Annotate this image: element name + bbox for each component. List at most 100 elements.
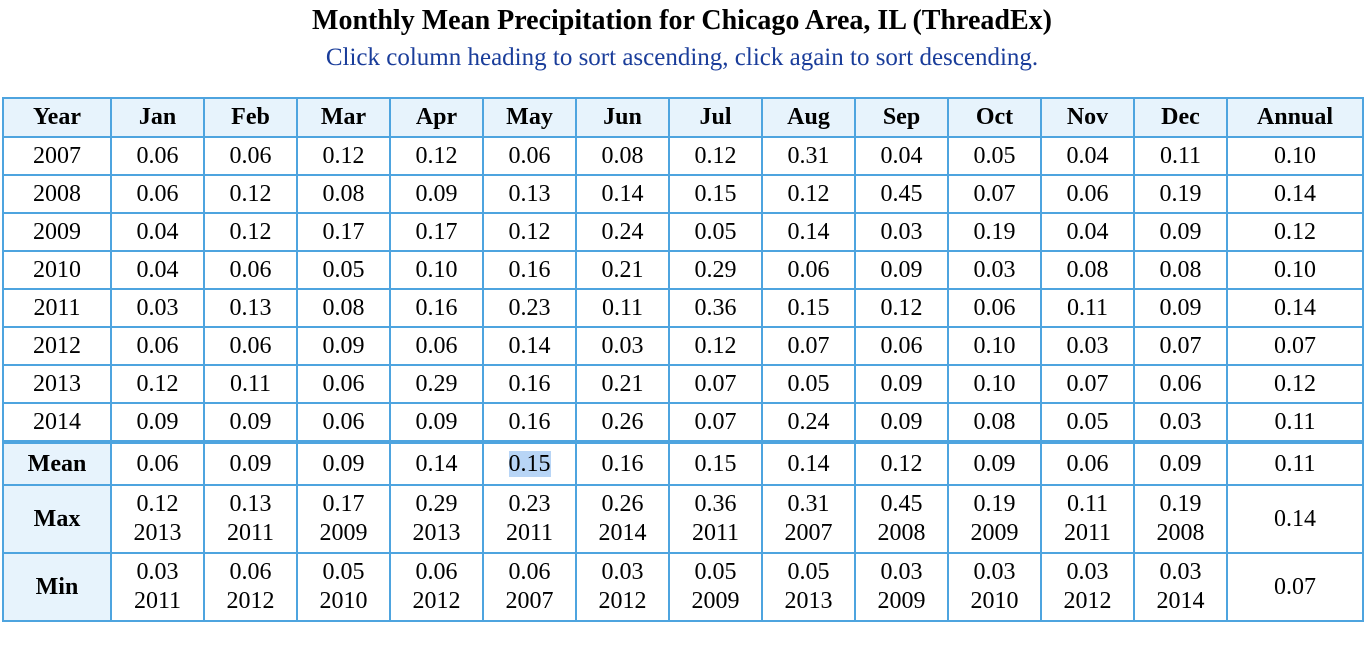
- min-year: 2012: [1063, 588, 1112, 614]
- min-year: 2010: [319, 588, 368, 614]
- max-cell-oct: 0.19 2009: [947, 484, 1042, 554]
- max-value: 0.26: [601, 491, 644, 517]
- column-header-jun[interactable]: Jun: [575, 97, 670, 138]
- max-cell-feb: 0.13 2011: [203, 484, 298, 554]
- table-cell-aug: 0.07: [761, 326, 856, 366]
- table-cell-apr: 0.09: [389, 402, 484, 443]
- table-row: 2014 0.09 0.09 0.06 0.09 0.16 0.26 0.07 0.24 0.09…: [2, 402, 1364, 443]
- table-cell-dec: 0.19: [1133, 174, 1228, 214]
- table-cell-aug: 0.05: [761, 364, 856, 404]
- min-cell-oct: 0.03 2010: [947, 552, 1042, 622]
- min-cell-annual: 0.07: [1226, 552, 1364, 622]
- table-cell-annual: 0.10: [1226, 136, 1364, 176]
- table-cell-nov: 0.04: [1040, 136, 1135, 176]
- column-header-sep[interactable]: Sep: [854, 97, 949, 138]
- max-year: 2011: [226, 520, 275, 546]
- mean-value: 0.15: [508, 450, 551, 477]
- table-cell-annual: 0.12: [1226, 212, 1364, 252]
- table-cell-jan: 0.12: [110, 364, 205, 404]
- column-header-annual[interactable]: Annual: [1226, 97, 1364, 138]
- column-header-apr[interactable]: Apr: [389, 97, 484, 138]
- table-cell-oct: 0.07: [947, 174, 1042, 214]
- max-value: 0.19: [973, 491, 1016, 517]
- table-cell-nov: 0.08: [1040, 250, 1135, 290]
- max-cell-dec: 0.19 2008: [1133, 484, 1228, 554]
- max-cell-nov: 0.11 2011: [1040, 484, 1135, 554]
- column-header-dec[interactable]: Dec: [1133, 97, 1228, 138]
- mean-cell-apr: 0.14: [389, 440, 484, 486]
- max-year: 2013: [412, 520, 461, 546]
- table-cell-aug: 0.14: [761, 212, 856, 252]
- min-cell-apr: 0.06 2012: [389, 552, 484, 622]
- table-cell-year: 2014: [2, 402, 112, 443]
- table-cell-apr: 0.10: [389, 250, 484, 290]
- table-cell-year: 2012: [2, 326, 112, 366]
- mean-cell-aug: 0.14: [761, 440, 856, 486]
- column-header-jan[interactable]: Jan: [110, 97, 205, 138]
- sort-instructions: Click column heading to sort ascending, …: [325, 44, 1039, 71]
- min-year: 2011: [133, 588, 182, 614]
- table-cell-aug: 0.31: [761, 136, 856, 176]
- column-header-nov[interactable]: Nov: [1040, 97, 1135, 138]
- table-cell-may: 0.16: [482, 364, 577, 404]
- table-cell-feb: 0.06: [203, 136, 298, 176]
- table-cell-mar: 0.05: [296, 250, 391, 290]
- precipitation-table: Year Jan Feb Mar Apr May Jun Jul Aug Sep Oct Nov Dec…: [2, 97, 1364, 622]
- table-cell-annual: 0.14: [1226, 288, 1364, 328]
- mean-cell-sep: 0.12: [854, 440, 949, 486]
- table-cell-feb: 0.11: [203, 364, 298, 404]
- max-cell-apr: 0.29 2013: [389, 484, 484, 554]
- max-cell-jan: 0.12 2013: [110, 484, 205, 554]
- table-cell-dec: 0.09: [1133, 212, 1228, 252]
- table-cell-may: 0.16: [482, 402, 577, 443]
- table-cell-annual: 0.10: [1226, 250, 1364, 290]
- min-value: 0.03: [973, 559, 1016, 585]
- max-year: 2007: [784, 520, 833, 546]
- mean-value: 0.16: [601, 450, 644, 477]
- table-cell-may: 0.16: [482, 250, 577, 290]
- table-cell-dec: 0.11: [1133, 136, 1228, 176]
- min-cell-aug: 0.05 2013: [761, 552, 856, 622]
- min-value: 0.06: [508, 559, 551, 585]
- table-cell-jul: 0.07: [668, 364, 763, 404]
- min-year: 2014: [1156, 588, 1205, 614]
- column-header-year[interactable]: Year: [2, 97, 112, 138]
- table-cell-annual: 0.11: [1226, 402, 1364, 443]
- table-cell-may: 0.06: [482, 136, 577, 176]
- table-cell-jul: 0.12: [668, 326, 763, 366]
- table-cell-sep: 0.09: [854, 364, 949, 404]
- mean-cell-jan: 0.06: [110, 440, 205, 486]
- column-header-row: Year Jan Feb Mar Apr May Jun Jul Aug Sep Oct Nov Dec…: [2, 97, 1364, 138]
- table-cell-apr: 0.29: [389, 364, 484, 404]
- table-cell-mar: 0.08: [296, 288, 391, 328]
- table-cell-annual: 0.07: [1226, 326, 1364, 366]
- min-value: 0.06: [415, 559, 458, 585]
- column-header-may[interactable]: May: [482, 97, 577, 138]
- max-year: 2009: [970, 520, 1019, 546]
- table-cell-oct: 0.08: [947, 402, 1042, 443]
- table-cell-jul: 0.36: [668, 288, 763, 328]
- table-cell-aug: 0.15: [761, 288, 856, 328]
- column-header-oct[interactable]: Oct: [947, 97, 1042, 138]
- mean-cell-may: 0.15: [482, 440, 577, 486]
- mean-value: 0.09: [229, 450, 272, 477]
- column-header-jul[interactable]: Jul: [668, 97, 763, 138]
- mean-cell-nov: 0.06: [1040, 440, 1135, 486]
- table-row: 2010 0.04 0.06 0.05 0.10 0.16 0.21 0.29 0.06 0.09…: [2, 250, 1364, 290]
- table-cell-year: 2009: [2, 212, 112, 252]
- table-cell-jan: 0.04: [110, 250, 205, 290]
- max-year: 2011: [691, 520, 740, 546]
- max-value: 0.36: [694, 491, 737, 517]
- column-header-feb[interactable]: Feb: [203, 97, 298, 138]
- max-cell-jul: 0.36 2011: [668, 484, 763, 554]
- table-cell-jul: 0.15: [668, 174, 763, 214]
- table-cell-oct: 0.06: [947, 288, 1042, 328]
- table-row: 2011 0.03 0.13 0.08 0.16 0.23 0.11 0.36 0.15 0.12…: [2, 288, 1364, 328]
- column-header-mar[interactable]: Mar: [296, 97, 391, 138]
- table-cell-jun: 0.21: [575, 250, 670, 290]
- column-header-aug[interactable]: Aug: [761, 97, 856, 138]
- table-cell-jan: 0.09: [110, 402, 205, 443]
- table-cell-dec: 0.03: [1133, 402, 1228, 443]
- max-cell-mar: 0.17 2009: [296, 484, 391, 554]
- mean-value: 0.06: [136, 450, 179, 477]
